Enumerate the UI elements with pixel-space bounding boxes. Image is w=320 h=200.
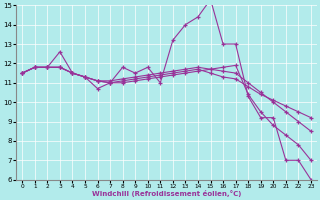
X-axis label: Windchill (Refroidissement éolien,°C): Windchill (Refroidissement éolien,°C) [92, 190, 241, 197]
